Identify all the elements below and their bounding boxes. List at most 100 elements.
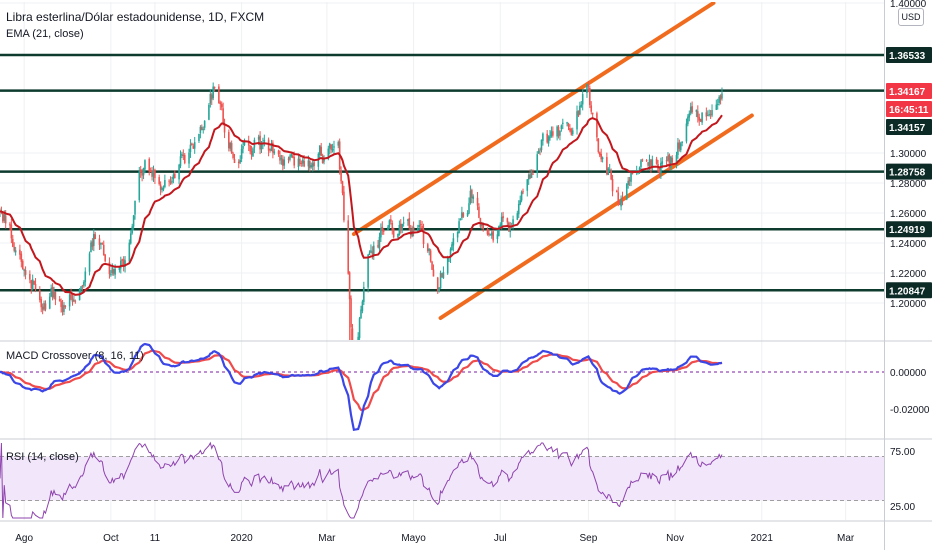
candle-body — [171, 180, 173, 183]
candle-body — [10, 224, 13, 239]
candle-body — [279, 155, 281, 161]
level-badge: 1.20847 — [889, 286, 926, 297]
candle-body — [272, 142, 274, 153]
candle-body — [581, 94, 584, 105]
candle-body — [98, 238, 101, 245]
candle-body — [24, 270, 27, 275]
candle-body — [616, 190, 618, 193]
candle-body — [290, 154, 293, 157]
candle-body — [29, 273, 31, 280]
time-axis[interactable]: Ago Oct 11 2020 Mar Mayo Jul Sep Nov 2021 Mar — [15, 533, 855, 544]
price-tick-label: 1.20000 — [890, 299, 927, 310]
currency-badge[interactable]: USD — [898, 8, 924, 26]
candle-body — [303, 161, 305, 167]
candle-body — [242, 145, 244, 149]
candle-body — [647, 162, 649, 166]
candle-body — [121, 259, 124, 261]
candle-body — [318, 145, 321, 156]
candle-body — [640, 160, 642, 168]
candle-body — [142, 168, 145, 176]
candle-body — [658, 170, 661, 173]
level-badge-bg — [886, 282, 932, 299]
rsi-panel — [0, 441, 884, 519]
rsi-tick-label: 75.00 — [890, 447, 915, 458]
candle-body — [68, 294, 71, 307]
time-tick-label: Sep — [579, 533, 597, 544]
candle-body — [320, 146, 322, 156]
candle-body — [526, 179, 529, 191]
candle-body — [158, 177, 160, 185]
candle-body — [38, 289, 41, 300]
candle-body — [549, 135, 551, 139]
candle-body — [471, 189, 473, 199]
candle-body — [30, 280, 33, 289]
candle-body — [677, 142, 679, 155]
candle-body — [472, 196, 475, 199]
candle-body — [377, 244, 379, 248]
candle-body — [174, 173, 176, 179]
time-tick-label: Ago — [15, 533, 33, 544]
candle-body — [351, 328, 354, 340]
rsi-legend[interactable]: RSI (14, close) — [6, 451, 79, 463]
candle-body — [138, 170, 141, 201]
candle-body — [529, 174, 531, 179]
candle-body — [202, 128, 205, 130]
candle-body — [617, 192, 620, 203]
channel-lower-line — [438, 113, 754, 320]
candle-body — [41, 306, 44, 310]
time-tick-label: Jul — [494, 533, 507, 544]
candle-body — [249, 145, 251, 152]
candle-body — [380, 228, 382, 238]
candle-body — [398, 224, 401, 236]
candle-body — [570, 129, 573, 135]
candle-body — [546, 133, 548, 143]
candle-body — [203, 120, 206, 128]
ema-line — [0, 114, 723, 296]
candle-body — [651, 159, 654, 169]
candle-body — [178, 164, 180, 180]
ema-series-line — [0, 114, 723, 296]
candle-body — [426, 244, 429, 252]
rsi-band — [0, 456, 884, 501]
candle-body — [620, 199, 622, 207]
candle-body — [44, 303, 47, 310]
symbol-title[interactable]: Libra esterlina/Dólar estadounidense, 1D… — [6, 10, 265, 24]
candle-body — [81, 285, 84, 287]
candle-body — [665, 160, 668, 162]
candle-body — [527, 174, 530, 180]
candle-body — [542, 133, 544, 141]
candle-body — [300, 162, 303, 164]
candle-body — [429, 250, 432, 262]
candle-body — [621, 197, 624, 201]
ema-legend[interactable]: EMA (21, close) — [6, 28, 84, 40]
candle-body — [407, 219, 409, 222]
candle-body — [257, 136, 260, 140]
candle-body — [110, 274, 112, 276]
candle-body — [280, 158, 283, 160]
candle-body — [297, 158, 300, 168]
candle-body — [267, 139, 270, 151]
price-axis[interactable]: 1.40000 1.30000 1.28000 1.26000 1.24000 1.220… — [890, 0, 930, 513]
candle-body — [350, 298, 352, 328]
candle-body — [71, 298, 74, 302]
candle-body — [721, 93, 723, 99]
candle-body — [576, 111, 578, 130]
candle-body — [432, 269, 435, 277]
candle-body — [360, 309, 362, 319]
candle-body — [718, 96, 720, 103]
candle-body — [40, 299, 43, 308]
candle-body — [446, 257, 449, 274]
candle-body — [547, 136, 550, 144]
candle-body — [590, 105, 593, 112]
candle-body — [715, 104, 718, 110]
candle-body — [482, 224, 485, 230]
candle-body — [417, 228, 419, 232]
candle-body — [438, 288, 440, 291]
macd-legend[interactable]: MACD Crossover (8, 16, 11) — [6, 350, 144, 362]
candle-body — [240, 148, 243, 159]
candle-body — [149, 170, 152, 172]
candle-body — [442, 272, 445, 279]
candle-body — [64, 305, 67, 307]
